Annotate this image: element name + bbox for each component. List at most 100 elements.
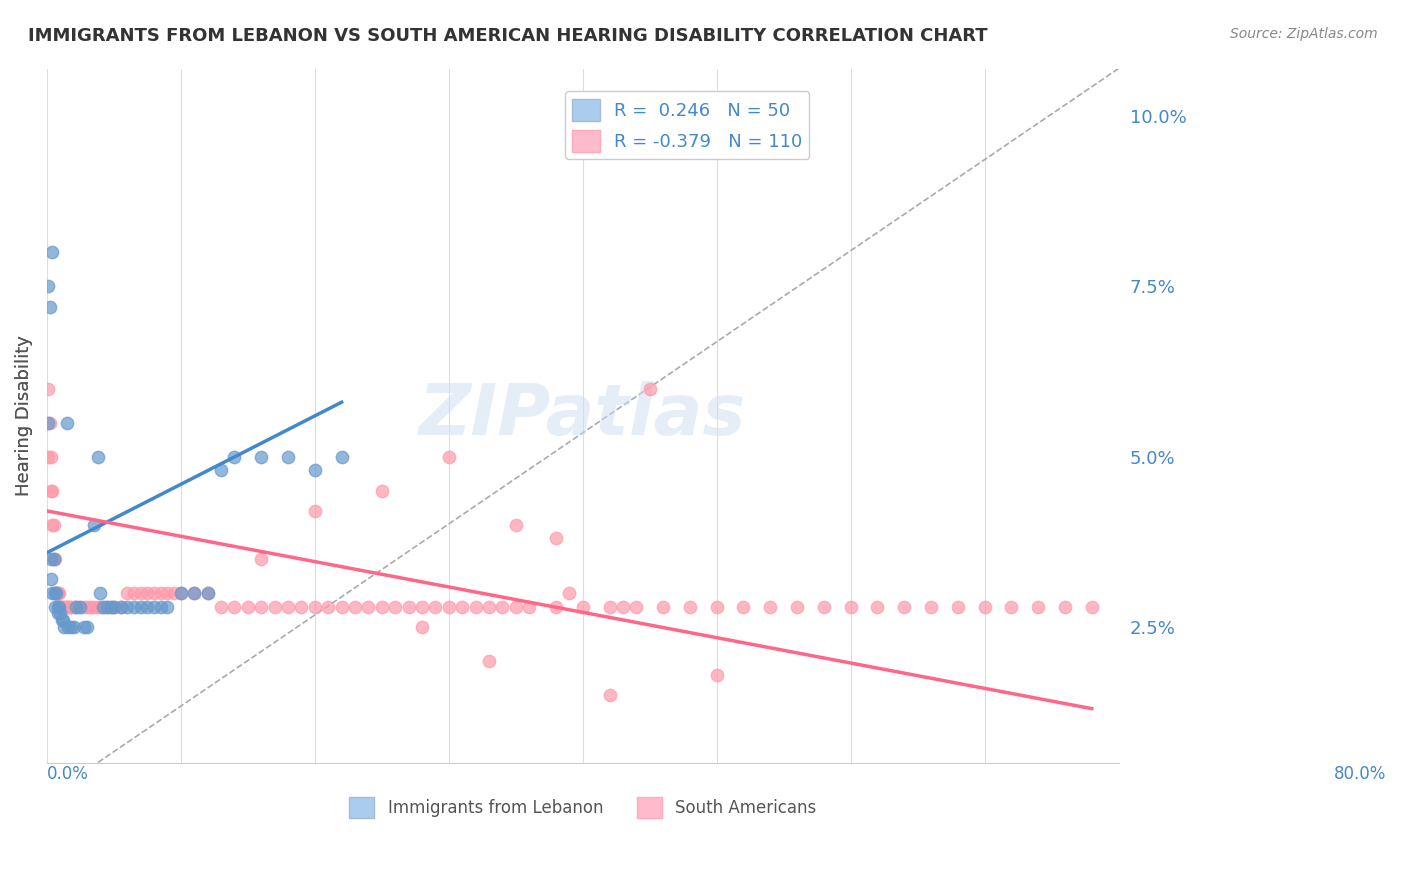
South Americans — [83, 599, 105, 614]
South Americans — [224, 599, 246, 614]
Immigrants from Lebanon — [58, 620, 80, 634]
South Americans — [41, 517, 63, 532]
South Americans — [866, 599, 889, 614]
South Americans — [277, 599, 299, 614]
South Americans — [706, 599, 728, 614]
South Americans — [44, 551, 66, 566]
South Americans — [44, 586, 66, 600]
Immigrants from Lebanon — [65, 599, 87, 614]
Immigrants from Lebanon — [209, 463, 232, 477]
South Americans — [37, 450, 59, 464]
South Americans — [733, 599, 755, 614]
South Americans — [357, 599, 380, 614]
South Americans — [49, 599, 72, 614]
South Americans — [304, 599, 326, 614]
Immigrants from Lebanon — [156, 599, 179, 614]
South Americans — [626, 599, 648, 614]
South Americans — [76, 599, 98, 614]
South Americans — [236, 599, 259, 614]
Immigrants from Lebanon — [110, 599, 132, 614]
South Americans — [49, 599, 72, 614]
Immigrants from Lebanon — [59, 620, 82, 634]
South Americans — [183, 586, 205, 600]
South Americans — [893, 599, 915, 614]
South Americans — [786, 599, 808, 614]
South Americans — [42, 517, 65, 532]
Immigrants from Lebanon — [38, 300, 60, 314]
Immigrants from Lebanon — [91, 599, 114, 614]
Immigrants from Lebanon — [41, 586, 63, 600]
South Americans — [45, 586, 67, 600]
Immigrants from Lebanon — [197, 586, 219, 600]
South Americans — [52, 599, 75, 614]
Immigrants from Lebanon — [129, 599, 152, 614]
South Americans — [343, 599, 366, 614]
South Americans — [451, 599, 474, 614]
South Americans — [69, 599, 91, 614]
South Americans — [55, 599, 77, 614]
Text: 0.0%: 0.0% — [46, 765, 89, 783]
South Americans — [197, 586, 219, 600]
South Americans — [100, 599, 122, 614]
Immigrants from Lebanon — [69, 599, 91, 614]
South Americans — [638, 382, 661, 396]
Immigrants from Lebanon — [39, 572, 62, 586]
South Americans — [437, 450, 460, 464]
South Americans — [411, 620, 433, 634]
South Americans — [599, 688, 621, 702]
South Americans — [384, 599, 406, 614]
Immigrants from Lebanon — [122, 599, 145, 614]
South Americans — [80, 599, 103, 614]
South Americans — [263, 599, 285, 614]
Immigrants from Lebanon — [39, 551, 62, 566]
South Americans — [250, 551, 273, 566]
South Americans — [73, 599, 96, 614]
South Americans — [599, 599, 621, 614]
South Americans — [1026, 599, 1049, 614]
South Americans — [1053, 599, 1076, 614]
South Americans — [51, 599, 73, 614]
South Americans — [149, 586, 172, 600]
South Americans — [91, 599, 114, 614]
South Americans — [558, 586, 581, 600]
Immigrants from Lebanon — [53, 620, 76, 634]
South Americans — [290, 599, 312, 614]
South Americans — [973, 599, 995, 614]
South Americans — [813, 599, 835, 614]
South Americans — [839, 599, 862, 614]
South Americans — [96, 599, 118, 614]
South Americans — [491, 599, 513, 614]
Immigrants from Lebanon — [44, 586, 66, 600]
South Americans — [129, 586, 152, 600]
South Americans — [42, 551, 65, 566]
Immigrants from Lebanon — [62, 620, 84, 634]
South Americans — [437, 599, 460, 614]
Text: IMMIGRANTS FROM LEBANON VS SOUTH AMERICAN HEARING DISABILITY CORRELATION CHART: IMMIGRANTS FROM LEBANON VS SOUTH AMERICA… — [28, 27, 988, 45]
Immigrants from Lebanon — [330, 450, 353, 464]
Immigrants from Lebanon — [42, 551, 65, 566]
Immigrants from Lebanon — [46, 607, 69, 621]
Immigrants from Lebanon — [183, 586, 205, 600]
South Americans — [117, 586, 139, 600]
South Americans — [371, 599, 394, 614]
South Americans — [946, 599, 969, 614]
South Americans — [304, 504, 326, 518]
South Americans — [89, 599, 111, 614]
Immigrants from Lebanon — [96, 599, 118, 614]
South Americans — [250, 599, 273, 614]
South Americans — [38, 416, 60, 430]
South Americans — [45, 586, 67, 600]
South Americans — [143, 586, 166, 600]
Immigrants from Lebanon — [250, 450, 273, 464]
Immigrants from Lebanon — [37, 279, 59, 293]
Immigrants from Lebanon — [117, 599, 139, 614]
South Americans — [398, 599, 420, 614]
Immigrants from Lebanon — [49, 607, 72, 621]
South Americans — [37, 382, 59, 396]
South Americans — [478, 654, 501, 668]
South Americans — [62, 599, 84, 614]
South Americans — [58, 599, 80, 614]
South Americans — [652, 599, 675, 614]
South Americans — [53, 599, 76, 614]
South Americans — [39, 450, 62, 464]
